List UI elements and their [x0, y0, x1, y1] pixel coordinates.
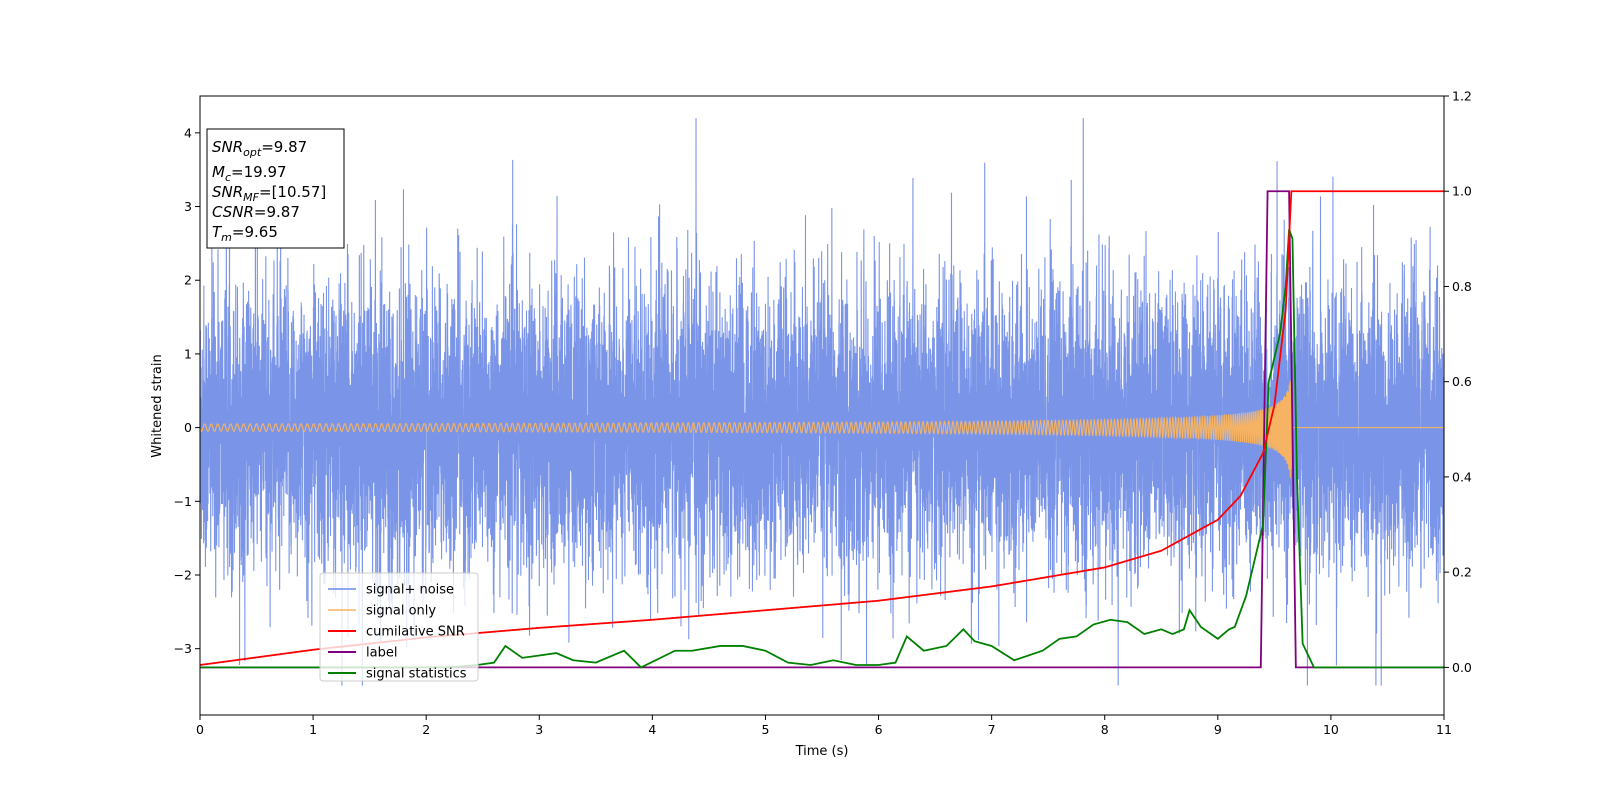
y-right-tick-label: 0.6 — [1452, 374, 1472, 389]
legend-label: signal only — [366, 604, 436, 619]
stats-line: Tm=9.65 — [212, 223, 278, 244]
y-right-tick-label: 0.0 — [1452, 660, 1472, 675]
x-tick-label: 6 — [875, 722, 883, 737]
legend-label: signal statistics — [366, 667, 467, 682]
y-right-tick-label: 0.8 — [1452, 279, 1472, 294]
y-right-tick-label: 0.4 — [1452, 469, 1472, 484]
y-right-tick-label: 1.2 — [1452, 89, 1472, 104]
plot-frame — [199, 95, 1445, 716]
y-left-tick-label: −2 — [174, 567, 192, 582]
legend-label: label — [366, 646, 397, 661]
x-tick-label: 5 — [761, 722, 769, 737]
y-left-tick-label: 0 — [184, 420, 192, 435]
x-tick-label: 10 — [1323, 722, 1339, 737]
x-tick-label: 3 — [535, 722, 543, 737]
y-left-tick-label: −3 — [174, 641, 192, 656]
x-axis-label: Time (s) — [795, 744, 849, 759]
x-tick-label: 1 — [309, 722, 317, 737]
stats-annotation-box: SNRopt=9.87 Mc=19.97SNRMF=[10.57]CSNR=9.8… — [206, 128, 345, 249]
stats-line: SNRopt=9.87 — [212, 138, 307, 159]
x-tick-label: 9 — [1214, 722, 1222, 737]
y-right-tick-label: 0.2 — [1452, 565, 1472, 580]
legend-label: cumilative SNR — [366, 625, 465, 640]
axes: 0 1 2 3 4 5 6 7 8 9 10 11 −3 −2 −1 0 1 2 3 4 0.0 0.2 0.4 0.6 0.8… — [174, 89, 1472, 738]
x-tick-label: 7 — [988, 722, 996, 737]
series-line-signal-only — [200, 380, 1444, 478]
y-left-tick-label: −1 — [174, 494, 192, 509]
y-left-tick-label: 3 — [184, 199, 192, 214]
series-line-signal-statistics — [200, 229, 1444, 669]
x-tick-label: 0 — [196, 722, 204, 737]
x-tick-label: 8 — [1101, 722, 1109, 737]
legend: signal+ noise signal only cumilative SNR la… — [319, 572, 479, 682]
x-tick-label: 11 — [1436, 722, 1452, 737]
x-tick-label: 2 — [422, 722, 430, 737]
y-left-tick-label: 1 — [184, 346, 192, 361]
stats-line: CSNR=9.87 — [212, 203, 300, 221]
x-tick-label: 4 — [648, 722, 656, 737]
y-left-tick-label: 4 — [184, 125, 192, 140]
stats-line: SNRMF=[10.57] — [212, 183, 326, 204]
legend-label: signal+ noise — [366, 583, 454, 598]
y-left-tick-label: 2 — [184, 273, 192, 288]
y-axis-label: Whitened strain — [150, 354, 165, 457]
stats-line: Mc=19.97 — [212, 163, 287, 184]
y-right-tick-label: 1.0 — [1452, 184, 1472, 199]
